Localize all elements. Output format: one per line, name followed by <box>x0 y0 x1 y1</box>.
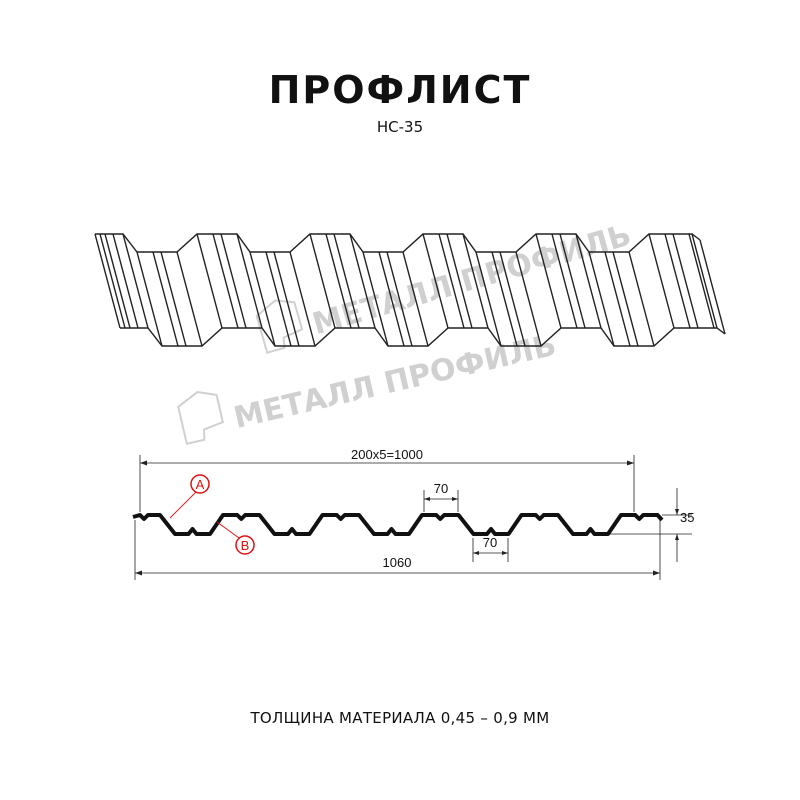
sheet-fold-line <box>309 233 336 329</box>
sheet-fold-line <box>289 251 316 347</box>
sheet-rib-line <box>112 233 139 329</box>
sheet-fold-line <box>588 251 615 347</box>
sheet-rib-line <box>212 233 239 329</box>
sheet-bottom-edge <box>120 327 726 347</box>
sheet-edge-line <box>99 233 126 329</box>
sheet-perspective-drawing <box>94 233 726 347</box>
watermark-bottom: МЕТАЛЛ ПРОФИЛЬ <box>177 328 559 445</box>
sheet-fold-line <box>688 233 715 329</box>
watermark-text: МЕТАЛЛ ПРОФИЛЬ <box>230 328 559 436</box>
sheet-rib-line <box>664 233 691 329</box>
sheet-fold-line <box>362 251 389 347</box>
sheet-rib-line <box>333 233 360 329</box>
cross-section: 200x5=1000 70 70 1060 35 A B <box>132 447 694 580</box>
sheet-rib-line <box>612 251 639 347</box>
sheet-fold-line <box>122 233 149 329</box>
sheet-fold-line <box>136 251 163 347</box>
callout-b-label: B <box>241 538 250 553</box>
sheet-rib-line <box>104 233 131 329</box>
sheet-fold-line <box>691 233 718 329</box>
sheet-rib-line <box>220 233 247 329</box>
sheet-rib-line <box>265 251 292 347</box>
sheet-rib-line <box>273 251 300 347</box>
sheet-top-edge <box>95 233 701 253</box>
sheet-fold-line <box>575 233 602 329</box>
sheet-fold-line <box>402 251 429 347</box>
sheet-rib-line <box>559 233 586 329</box>
sheet-fold-line <box>236 233 263 329</box>
metall-profil-logo-icon <box>177 391 225 445</box>
dim-top-width-label: 70 <box>434 481 448 496</box>
sheet-rib-line <box>325 233 352 329</box>
callout-a-label: A <box>196 477 205 492</box>
sheet-fold-line <box>699 239 726 335</box>
sheet-fold-line <box>422 233 449 329</box>
sheet-rib-line <box>386 251 413 347</box>
sheet-rib-line <box>551 233 578 329</box>
sheet-rib-line <box>438 233 465 329</box>
sheet-fold-line <box>462 233 489 329</box>
sheet-rib-line <box>491 251 518 347</box>
dim-height-label: 35 <box>680 510 694 525</box>
sheet-fold-line <box>475 251 502 347</box>
sheet-rib-line <box>604 251 631 347</box>
sheet-rib-line <box>378 251 405 347</box>
profile-outline <box>132 513 664 536</box>
sheet-rib-line <box>152 251 179 347</box>
sheet-fold-line <box>249 251 276 347</box>
dim-total-width-label: 1060 <box>383 555 412 570</box>
dim-pitch-label: 200x5=1000 <box>351 447 423 462</box>
sheet-rib-line <box>499 251 526 347</box>
sheet-fold-line <box>349 233 376 329</box>
sheet-fold-line <box>176 251 203 347</box>
callout-a: A <box>169 474 210 519</box>
sheet-fold-line <box>535 233 562 329</box>
sheet-rib-line <box>160 251 187 347</box>
sheet-rib-line <box>672 233 699 329</box>
sheet-rib-line <box>446 233 473 329</box>
sheet-fold-line <box>515 251 542 347</box>
callout-b: B <box>216 521 255 555</box>
sheet-fold-line <box>648 233 675 329</box>
sheet-fold-line <box>196 233 223 329</box>
page-subtitle: НС-35 <box>376 118 424 136</box>
sheet-fold-line <box>628 251 655 347</box>
sheet-fold-line <box>94 233 121 329</box>
dim-bottom-width-label: 70 <box>483 535 497 550</box>
page-title: ПРОФЛИСТ <box>268 68 532 112</box>
material-thickness-note: ТОЛЩИНА МАТЕРИАЛА 0,45 – 0,9 ММ <box>250 709 550 727</box>
